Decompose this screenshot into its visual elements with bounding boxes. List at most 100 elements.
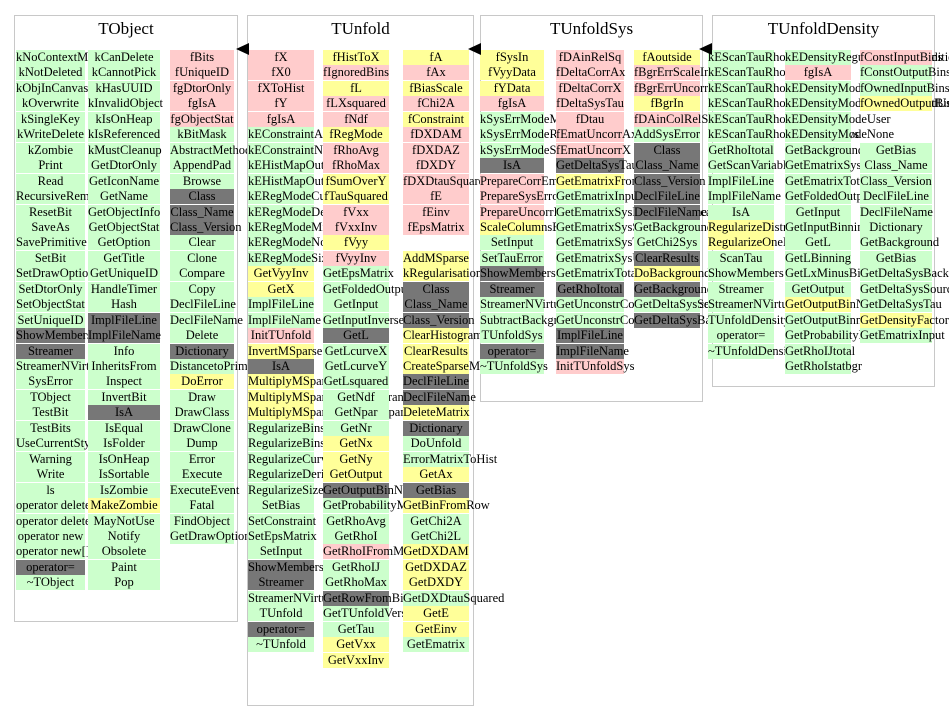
- member-fa[interactable]: fA: [403, 50, 469, 65]
- member-getvyyinv[interactable]: GetVyyInv: [248, 266, 314, 281]
- member-compare[interactable]: Compare: [170, 266, 234, 281]
- member-multiplymsparsetranspmsparse[interactable]: MultiplyMSparseTranspMSparse: [248, 405, 415, 420]
- member-getinputbinning[interactable]: GetInputBinning: [785, 220, 870, 235]
- member-getbackgrounduncorr[interactable]: GetBackgroundUncorr: [785, 143, 900, 158]
- member-declfilename[interactable]: DeclFileName: [634, 205, 707, 220]
- member-isa[interactable]: IsA: [480, 158, 544, 173]
- member-kcandelete[interactable]: kCanDelete: [88, 50, 160, 65]
- member-getematrixfromvyy[interactable]: GetEmatrixFromVyy: [556, 174, 662, 189]
- member-feinv[interactable]: fEinv: [403, 205, 469, 220]
- member-dump[interactable]: Dump: [170, 436, 234, 451]
- member-getx[interactable]: GetX: [248, 282, 314, 297]
- member-clearresults[interactable]: ClearResults: [403, 344, 469, 359]
- member-implfilename[interactable]: ImplFileName: [248, 313, 321, 328]
- member-fgobjectstat[interactable]: fgObjectStat: [170, 112, 234, 127]
- member-fatal[interactable]: Fatal: [170, 498, 234, 513]
- member-kinvalidobject[interactable]: kInvalidObject: [88, 96, 163, 111]
- member-fdainrelsq[interactable]: fDAinRelSq: [556, 50, 624, 65]
- member-fchi2a[interactable]: fChi2A: [403, 96, 469, 111]
- member-clone[interactable]: Clone: [170, 251, 234, 266]
- member-class-version[interactable]: Class_Version: [403, 313, 475, 328]
- member-getbackground[interactable]: GetBackground: [860, 235, 940, 250]
- member-obsolete[interactable]: Obsolete: [88, 544, 160, 559]
- member-getny[interactable]: GetNy: [323, 452, 389, 467]
- member-getobjectstat[interactable]: GetObjectStat: [88, 220, 160, 235]
- member-fbgrerruncorrin[interactable]: fBgrErrUncorrIn: [634, 81, 719, 96]
- member-declfilename[interactable]: DeclFileName: [170, 313, 243, 328]
- member-getoption[interactable]: GetOption: [88, 235, 160, 250]
- member-getdensityfactor[interactable]: GetDensityFactor: [860, 313, 949, 328]
- member-findobject[interactable]: FindObject: [170, 514, 234, 529]
- member-dictionary[interactable]: Dictionary: [170, 344, 234, 359]
- member-streamernvirtual[interactable]: StreamerNVirtual: [248, 591, 337, 606]
- member-getprobabilitymatrix[interactable]: GetProbabilityMatrix: [323, 498, 431, 513]
- member-getrhoi[interactable]: GetRhoI: [323, 529, 389, 544]
- member-kcannotpick[interactable]: kCannotPick: [88, 65, 160, 80]
- member-clearhistogram[interactable]: ClearHistogram: [403, 328, 483, 343]
- member-implfileline[interactable]: ImplFileLine: [708, 174, 774, 189]
- member-error[interactable]: Error: [170, 452, 234, 467]
- member-kregularisationcondition[interactable]: kRegularisationCondition: [403, 266, 533, 281]
- member-kehistmapoutputvert[interactable]: kEHistMapOutputVert: [248, 174, 362, 189]
- member-khasuuid[interactable]: kHasUUID: [88, 81, 160, 96]
- member-getl[interactable]: GetL: [323, 328, 389, 343]
- member-class-version[interactable]: Class_Version: [170, 220, 242, 235]
- member-getoutput[interactable]: GetOutput: [323, 467, 389, 482]
- member-inittunfold[interactable]: InitTUnfold: [248, 328, 314, 343]
- member-regularizecurvature[interactable]: RegularizeCurvature: [248, 452, 353, 467]
- member-preparecorremat[interactable]: PrepareCorrEmat: [480, 174, 568, 189]
- member-resetbit[interactable]: ResetBit: [16, 205, 85, 220]
- member-fdxdam[interactable]: fDXDAM: [403, 127, 469, 142]
- member-kescantaurhosquareavg[interactable]: kEScanTauRhoSquareAvg: [708, 112, 841, 127]
- member-saveprimitive[interactable]: SavePrimitive: [16, 235, 87, 250]
- member-setdtoronly[interactable]: SetDtorOnly: [16, 282, 85, 297]
- member-inittunfoldsys[interactable]: InitTUnfoldSys: [556, 359, 635, 374]
- member-inspect[interactable]: Inspect: [88, 374, 160, 389]
- member-funiqueid[interactable]: fUniqueID: [170, 65, 234, 80]
- member-getematrixtotal[interactable]: GetEmatrixTotal: [556, 266, 640, 281]
- member-operator-delete[interactable]: operator delete: [16, 498, 91, 513]
- member-getvxx[interactable]: GetVxx: [323, 637, 389, 652]
- member-syserror[interactable]: SysError: [16, 374, 85, 389]
- member-operator-delete[interactable]: operator delete[]: [16, 514, 99, 529]
- member-fconstraint[interactable]: fConstraint: [403, 112, 469, 127]
- member-ls[interactable]: ls: [16, 483, 85, 498]
- member-keregmodecurvature[interactable]: kERegModeCurvature: [248, 189, 362, 204]
- member-getscanvariable[interactable]: GetScanVariable: [708, 158, 792, 173]
- member-getbias[interactable]: GetBias: [860, 251, 932, 266]
- member-scalecolumnsbyvector[interactable]: ScaleColumnsByVector: [480, 220, 600, 235]
- member-fdtau[interactable]: fDtau: [556, 112, 624, 127]
- member-fdeltasystau[interactable]: fDeltaSysTau: [556, 96, 624, 111]
- member-getdrawoption[interactable]: GetDrawOption: [170, 529, 251, 544]
- member-isfolder[interactable]: IsFolder: [88, 436, 160, 451]
- member-handletimer[interactable]: HandleTimer: [88, 282, 160, 297]
- member-fconstoutputbins[interactable]: fConstOutputBins: [860, 65, 949, 80]
- member-prepareuncorremat[interactable]: PrepareUncorrEmat: [480, 205, 580, 220]
- member-implfilename[interactable]: ImplFileName: [556, 344, 629, 359]
- member-testbit[interactable]: TestBit: [16, 405, 85, 420]
- member-getdeltasysbackgroundscale[interactable]: GetDeltaSysBackgroundScale: [634, 313, 785, 328]
- member-clear[interactable]: Clear: [170, 235, 234, 250]
- member-doerror[interactable]: DoError: [170, 374, 234, 389]
- member-getdxdam[interactable]: GetDXDAM: [403, 544, 469, 559]
- member-copy[interactable]: Copy: [170, 282, 234, 297]
- member-getrhoijtotal[interactable]: GetRhoIJtotal: [785, 344, 856, 359]
- member-implfilename[interactable]: ImplFileName: [708, 189, 781, 204]
- member-geteinv[interactable]: GetEinv: [403, 622, 469, 637]
- member-getlxminusbias[interactable]: GetLxMinusBias: [785, 266, 872, 281]
- member-getnpar[interactable]: GetNpar: [323, 405, 389, 420]
- member-execute[interactable]: Execute: [170, 467, 234, 482]
- member-deletematrix[interactable]: DeleteMatrix: [403, 405, 470, 420]
- member-knotdeleted[interactable]: kNotDeleted: [16, 65, 85, 80]
- member-frhoavg[interactable]: fRhoAvg: [323, 143, 389, 158]
- member-kedensitymodebinwidth[interactable]: kEDensityModeBinWidth: [785, 81, 916, 96]
- member-dounfold[interactable]: DoUnfold: [403, 436, 469, 451]
- member-fematuncorrax[interactable]: fEmatUncorrAx: [556, 127, 638, 142]
- member-implfileline[interactable]: ImplFileLine: [248, 297, 314, 312]
- member-getdxdtausquared[interactable]: GetDXDtauSquared: [403, 591, 505, 606]
- member-kedensityregularisationconditions[interactable]: kEDensityRegularisationConditions: [785, 50, 949, 65]
- member-ksinglekey[interactable]: kSingleKey: [16, 112, 85, 127]
- member-getoutputbinning[interactable]: GetOutputBinning: [785, 313, 879, 328]
- member-showmembers[interactable]: ShowMembers: [16, 328, 92, 343]
- member-getbinfromrow[interactable]: GetBinFromRow: [403, 498, 490, 513]
